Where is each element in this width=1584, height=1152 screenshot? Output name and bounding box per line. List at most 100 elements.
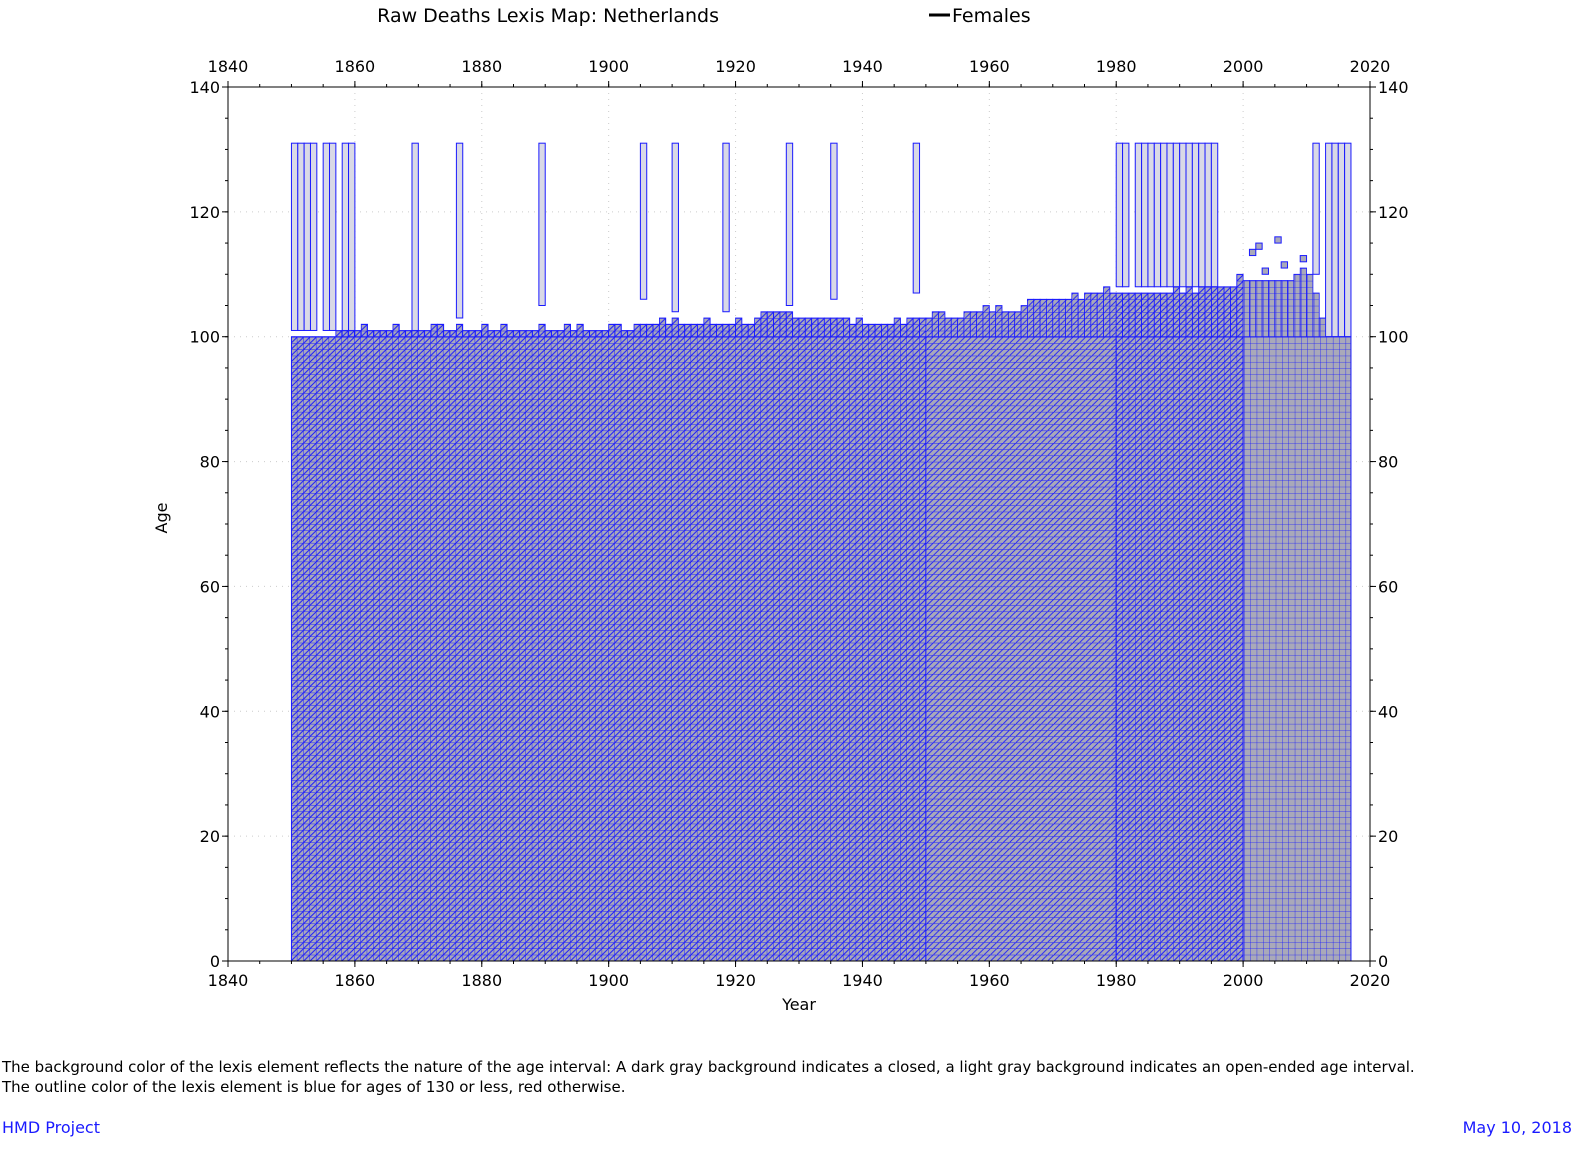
closed-edge-cell [665,323,673,338]
open-interval-bar [1122,142,1130,288]
x-tick-label-bottom: 1940 [842,971,883,990]
closed-edge-cell [525,330,533,338]
closed-edge-cell [938,311,946,338]
closed-edge-cell [1210,286,1219,338]
y-tick-label-right: 0 [1378,952,1388,971]
open-interval-bar [1141,142,1149,288]
open-interval-group [722,142,730,313]
y-tick-label-left: 120 [189,203,220,222]
open-interval-group [1134,142,1219,288]
closed-edge-cell [1046,298,1054,338]
closed-edge-cell [373,330,381,338]
closed-edge-cell [671,317,679,338]
closed-edge-cell [1039,298,1047,338]
closed-edge-cell [1122,292,1130,338]
open-interval-bar [303,142,311,331]
open-interval-group [639,142,648,300]
closed-edge-cell [589,330,597,338]
x-tick-label-top: 2020 [1350,57,1391,76]
closed-edge-cell [1191,292,1200,338]
closed-edge-cell [335,330,343,338]
closed-edge-cell [595,330,603,338]
closed-edge-cell [862,323,870,338]
x-tick-label-bottom: 1900 [588,971,629,990]
open-interval-bar [1147,142,1155,288]
closed-edge-cell [639,323,648,338]
footer-date: May 10, 2018 [1462,1118,1572,1137]
closed-edge-cell [557,330,565,338]
closed-edge-cell [1299,267,1307,338]
open-interval-bar [671,142,679,313]
x-tick-label-bottom: 1920 [715,971,756,990]
open-interval-bar [1166,142,1174,288]
open-interval-bar [722,142,730,313]
open-interval-group [341,142,356,331]
open-interval-group [290,142,318,331]
closed-edge-cell [855,317,863,338]
closed-edge-cell [817,317,825,338]
closed-edge-cell [881,323,889,338]
x-tick-label-bottom: 1840 [208,971,249,990]
closed-edge-cell [709,323,717,338]
x-tick-label-top: 1980 [1096,57,1137,76]
closed-edge-cell [1312,292,1320,338]
closed-edge-cell [1166,292,1174,338]
closed-edge-cell [436,323,445,338]
closed-edge-cell [1128,292,1136,338]
closed-upper-edge [335,236,1326,338]
closed-period-block [1115,336,1244,962]
closed-edge-cell [424,330,432,338]
closed-edge-cell [411,330,419,338]
closed-edge-cell [1198,286,1206,338]
closed-edge-cell [874,323,882,338]
open-interval-bar [912,142,921,294]
closed-edge-cell [1172,286,1181,338]
closed-edge-cell [646,323,654,338]
x-tick-label-top: 2000 [1223,57,1264,76]
open-interval-bar [1325,142,1333,338]
open-interval-group [1325,142,1352,338]
y-tick-label-right: 40 [1378,702,1398,721]
closed-edge-cell [1179,292,1187,338]
closed-edge-cell [532,330,540,338]
closed-edge-cell [747,323,755,338]
closed-isolated-cell [1255,242,1263,250]
closed-edge-cell [1071,292,1079,338]
closed-edge-cell [982,305,990,338]
open-interval-bar [322,142,331,331]
closed-edge-cell [1103,286,1111,338]
open-interval-group [1115,142,1130,288]
closed-edge-cell [754,317,762,338]
closed-edge-cell [519,330,527,338]
closed-edge-cell [494,330,502,338]
open-interval-bar [785,142,794,306]
closed-edge-cell [475,330,483,338]
closed-edge-cell [703,317,711,338]
closed-edge-cell [1065,298,1073,338]
open-interval-bar [1172,142,1181,288]
closed-edge-cell [1141,292,1149,338]
x-axis-title: Year [781,995,816,1014]
closed-edge-cell [563,323,571,338]
closed-edge-cell [614,323,622,338]
closed-edge-cell [360,323,368,338]
open-interval-group [1312,142,1320,275]
closed-edge-cell [1052,298,1060,338]
closed-edge-cell [487,330,495,338]
closed-edge-cell [760,311,768,338]
closed-edge-cell [1160,292,1168,338]
x-tick-label-top: 1880 [461,57,502,76]
closed-edge-cell [468,330,476,338]
closed-edge-cell [386,330,394,338]
closed-isolated-cell [1280,261,1289,269]
closed-edge-cell [1185,286,1193,338]
closed-edge-cell [1001,311,1009,338]
closed-edge-cell [659,317,667,338]
closed-edge-cell [976,311,984,338]
closed-edge-cell [836,317,844,338]
footnote-line-1: The background color of the lexis elemen… [2,1058,1415,1076]
closed-edge-cell [1058,298,1066,338]
closed-edge-cell [1236,273,1244,338]
x-tick-label-bottom: 1980 [1096,971,1137,990]
closed-edge-cell [582,330,591,338]
